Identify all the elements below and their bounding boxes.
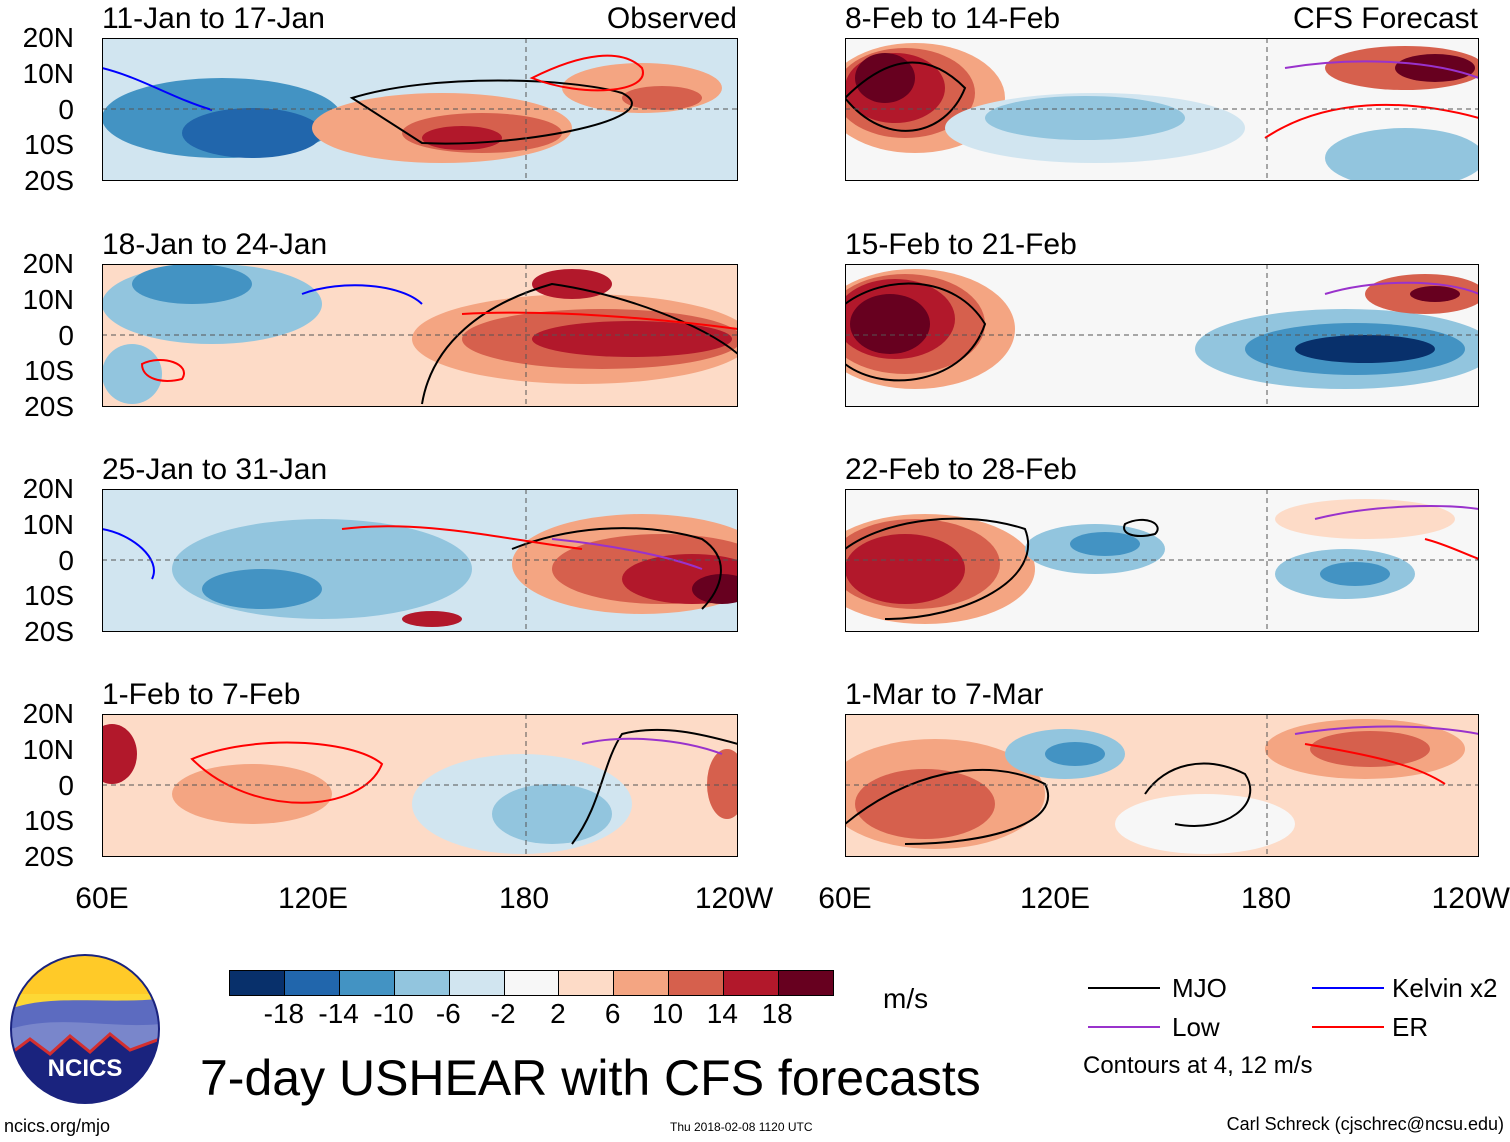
- y-tick-label: 10S: [24, 355, 74, 387]
- x-tick-label: 120E: [1019, 882, 1091, 915]
- y-tick-label: 0: [58, 93, 74, 125]
- y-tick-label: 20N: [22, 248, 74, 279]
- x-tick-label: 180: [1240, 882, 1292, 915]
- colorbar-tick-label: 18: [761, 998, 793, 1029]
- legend-label: Kelvin x2: [1392, 973, 1498, 1003]
- colorbar-tick-label: -14: [318, 998, 359, 1029]
- map-panel: [102, 38, 738, 181]
- colorbar-tick-label: 6: [604, 998, 621, 1029]
- panel-title: 18-Jan to 24-Jan: [102, 228, 328, 261]
- source-url[interactable]: ncics.org/mjo: [4, 1116, 111, 1136]
- colorbar-tick-label: -10: [373, 998, 414, 1029]
- map-panel: [845, 38, 1479, 181]
- legend-label: ER: [1392, 1012, 1429, 1042]
- panel-title: 25-Jan to 31-Jan: [102, 453, 328, 486]
- legend-line-low: [1088, 1026, 1160, 1028]
- y-tick-label: 10S: [24, 580, 74, 612]
- y-tick-label: 20S: [24, 391, 74, 422]
- colorbar-swatch: [559, 971, 615, 995]
- panel-title: 22-Feb to 28-Feb: [845, 453, 1077, 486]
- y-tick-label: 0: [58, 769, 74, 801]
- y-tick-label: 20N: [22, 473, 74, 504]
- cfs-forecast-label: CFS Forecast: [1292, 2, 1478, 35]
- logo-text: NCICS: [48, 1055, 123, 1082]
- panel-title: 15-Feb to 21-Feb: [845, 228, 1077, 261]
- contours-note: Contours at 4, 12 m/s: [1083, 1052, 1313, 1079]
- legend-line-mjo: [1088, 987, 1160, 989]
- y-tick-label: 20S: [24, 165, 74, 196]
- y-tick-label: 10N: [22, 508, 74, 540]
- units-label: m/s: [883, 983, 929, 1014]
- credit: Carl Schreck (cjschrec@ncsu.edu): [1226, 1114, 1504, 1134]
- x-tick-label: 120W: [1431, 882, 1510, 915]
- x-tick-label: 120W: [694, 882, 774, 915]
- y-tick-label: 10S: [24, 805, 74, 837]
- x-tick-label: 60E: [818, 882, 872, 915]
- y-tick-label: 10N: [22, 733, 74, 765]
- colorbar-tick-label: -2: [490, 998, 516, 1029]
- colorbar-tick-label: -18: [263, 998, 305, 1029]
- colorbar-swatch: [449, 971, 505, 995]
- colorbar-tick-label: 10: [651, 998, 684, 1029]
- colorbar-swatch: [230, 971, 285, 995]
- panel-title: 8-Feb to 14-Feb: [845, 2, 1061, 35]
- ncics-logo: NCICS: [10, 954, 160, 1104]
- timestamp: Thu 2018-02-08 1120 UTC: [670, 1120, 813, 1134]
- map-panel: [102, 714, 738, 857]
- y-tick-label: 0: [58, 319, 74, 351]
- x-tick-label: 120E: [277, 882, 349, 915]
- colorbar-tick-label: -6: [435, 998, 461, 1029]
- y-tick-label: 20N: [22, 22, 74, 53]
- figure-title: 7-day USHEAR with CFS forecasts: [200, 1050, 981, 1106]
- legend-label: MJO: [1172, 973, 1227, 1003]
- colorbar-swatch: [394, 971, 450, 995]
- y-tick-label: 20S: [24, 841, 74, 872]
- colorbar-swatch: [504, 971, 560, 995]
- map-panel: [102, 489, 738, 632]
- colorbar-swatch: [779, 971, 833, 995]
- colorbar-swatch: [339, 971, 395, 995]
- legend-line-er: [1312, 1026, 1384, 1028]
- map-panel: [102, 264, 738, 407]
- panel-title: 11-Jan to 17-Jan: [102, 2, 325, 35]
- x-tick-label: 180: [498, 882, 550, 915]
- y-tick-label: 10S: [24, 129, 74, 161]
- panel-title: 1-Mar to 7-Mar: [845, 678, 1044, 711]
- legend-line-kelvin: [1312, 987, 1384, 989]
- colorbar: [229, 970, 834, 996]
- y-tick-label: 10N: [22, 283, 74, 315]
- panel-title: 1-Feb to 7-Feb: [102, 678, 301, 711]
- y-tick-label: 10N: [22, 57, 74, 89]
- map-panel: [845, 264, 1479, 407]
- colorbar-tick-label: 2: [550, 998, 566, 1029]
- colorbar-swatch: [669, 971, 725, 995]
- legend-label: Low: [1172, 1012, 1220, 1042]
- y-tick-label: 0: [58, 544, 74, 576]
- colorbar-swatch: [614, 971, 670, 995]
- map-panel: [845, 714, 1479, 857]
- map-panel: [845, 489, 1479, 632]
- colorbar-swatch: [724, 971, 780, 995]
- colorbar-tick-label: 14: [706, 998, 738, 1029]
- y-tick-label: 20N: [22, 698, 74, 729]
- y-tick-label: 20S: [24, 616, 74, 647]
- observed-label: Observed: [606, 2, 737, 35]
- colorbar-swatch: [284, 971, 340, 995]
- x-tick-label: 60E: [75, 882, 129, 915]
